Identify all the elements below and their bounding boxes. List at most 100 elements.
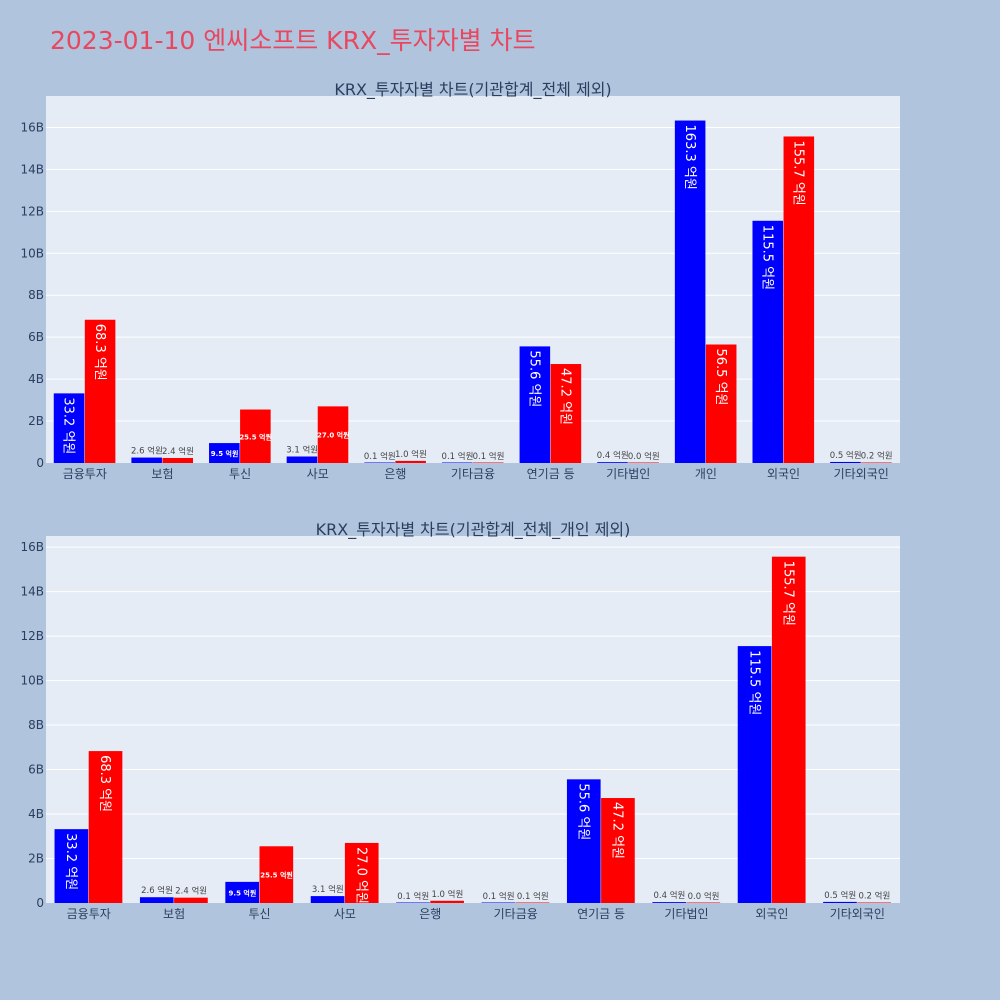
bar-series-b (857, 902, 891, 903)
data-label: 2.6 억원 (131, 446, 163, 457)
bar-series-a (139, 897, 174, 903)
data-label: 0.1 억원 (483, 891, 515, 902)
bar-series-a (566, 779, 601, 903)
x-tick-label: 사모 (334, 907, 356, 921)
bar-series-a (481, 902, 516, 903)
data-label: 2.4 억원 (162, 446, 194, 457)
data-label: 55.6 억원 (575, 783, 590, 840)
bar-series-b (771, 556, 806, 903)
data-label: 68.3 억원 (92, 324, 107, 381)
bar-series-b (162, 457, 194, 463)
data-label: 155.7 억원 (780, 561, 795, 626)
bar-series-a (131, 457, 162, 463)
y-tick-label: 14B (20, 585, 44, 599)
bar-series-b (473, 462, 504, 463)
y-tick-label: 4B (28, 372, 44, 386)
data-label: 0.1 억원 (364, 451, 396, 462)
data-label: 56.5 억원 (713, 349, 728, 406)
data-label: 0.0 억원 (688, 891, 720, 902)
x-tick-label: 외국인 (767, 467, 800, 481)
data-label: 115.5 억원 (746, 650, 761, 715)
bar-series-b (174, 897, 208, 903)
data-label: 3.1 억원 (286, 444, 318, 455)
bar-series-a (53, 393, 85, 463)
y-tick-label: 8B (28, 718, 44, 732)
bar-series-b (240, 409, 271, 463)
y-tick-label: 2B (28, 414, 44, 428)
bar-series-b (601, 798, 635, 903)
x-tick-label: 금융투자 (67, 907, 111, 921)
bar-series-b (783, 136, 815, 463)
data-label: 47.2 억원 (610, 802, 625, 859)
y-tick-label: 8B (28, 288, 44, 302)
bar-series-b (705, 344, 737, 463)
y-tick-label: 4B (28, 807, 44, 821)
data-label: 9.5 억원 (229, 888, 257, 897)
bar-series-b (344, 842, 379, 903)
data-label: 2.6 억원 (141, 885, 173, 896)
data-label: 0.1 억원 (442, 451, 474, 462)
bar-series-b (430, 900, 464, 903)
y-tick-label: 12B (20, 204, 44, 218)
y-tick-label: 0 (36, 456, 44, 470)
bar-series-b (317, 406, 349, 463)
bar-series-a (597, 462, 628, 463)
page-title: 2023-01-10 엔씨소프트 KRX_투자자별 차트 (50, 26, 536, 55)
bar-series-b (395, 460, 426, 463)
data-label: 115.5 억원 (759, 225, 774, 290)
x-tick-label: 보험 (163, 907, 185, 921)
y-tick-label: 10B (20, 674, 44, 688)
x-tick-label: 개인 (695, 467, 717, 481)
bar-series-b (550, 364, 582, 463)
bar-series-a (310, 896, 345, 903)
x-tick-label: 기타금융 (451, 467, 495, 481)
data-label: 0.1 억원 (397, 891, 429, 902)
bar-series-b (515, 902, 550, 903)
bar-series-b (259, 846, 294, 903)
bar-series-b (88, 751, 123, 903)
x-tick-label: 기타법인 (664, 907, 708, 921)
data-label: 0.4 억원 (653, 890, 685, 901)
data-label: 3.1 억원 (312, 884, 344, 895)
bar-series-a (830, 461, 861, 463)
x-tick-label: 기타법인 (606, 467, 650, 481)
y-tick-label: 14B (20, 162, 44, 176)
bar-series-a (54, 829, 89, 903)
data-label: 25.5 억원 (260, 871, 293, 880)
x-tick-label: 기타금융 (494, 907, 538, 921)
data-label: 27.0 억원 (353, 847, 368, 904)
bar-series-a (652, 902, 686, 903)
data-label: 27.0 억원 (317, 431, 350, 440)
bar-series-b (686, 902, 721, 903)
y-tick-label: 12B (20, 629, 44, 643)
bar-series-a (752, 220, 784, 463)
chart-title: KRX_투자자별 차트(기관합계_전체_개인 제외) (316, 520, 631, 540)
data-label: 9.5 억원 (211, 449, 239, 458)
chart-title: KRX_투자자별 차트(기관합계_전체 제외) (334, 80, 611, 100)
bar-series-b (861, 462, 892, 463)
bar-series-a (519, 346, 551, 463)
bar-series-b (628, 462, 659, 463)
x-tick-label: 연기금 등 (527, 467, 575, 481)
data-label: 55.6 억원 (527, 350, 542, 407)
data-label: 0.2 억원 (858, 891, 890, 902)
y-tick-label: 6B (28, 330, 44, 344)
data-label: 2.4 억원 (175, 886, 207, 897)
bar-series-a (286, 456, 318, 463)
y-tick-label: 0 (36, 896, 44, 910)
bar-series-a (737, 646, 772, 903)
y-tick-label: 6B (28, 763, 44, 777)
bar-series-a (209, 443, 240, 463)
x-tick-label: 사모 (307, 467, 329, 481)
x-tick-label: 금융투자 (63, 467, 107, 481)
y-tick-label: 16B (20, 540, 44, 554)
chart-bottom: KRX_투자자별 차트(기관합계_전체_개인 제외) 0 2B 4B 6B 8B 10B 1… (20, 520, 900, 921)
data-label: 0.5 억원 (824, 890, 856, 901)
x-tick-label: 기타외국인 (830, 907, 885, 921)
data-label: 155.7 억원 (791, 140, 806, 205)
data-label: 163.3 억원 (682, 125, 697, 190)
data-label: 0.1 억원 (473, 451, 505, 462)
x-tick-label: 연기금 등 (577, 907, 625, 921)
data-label: 0.1 억원 (517, 891, 549, 902)
